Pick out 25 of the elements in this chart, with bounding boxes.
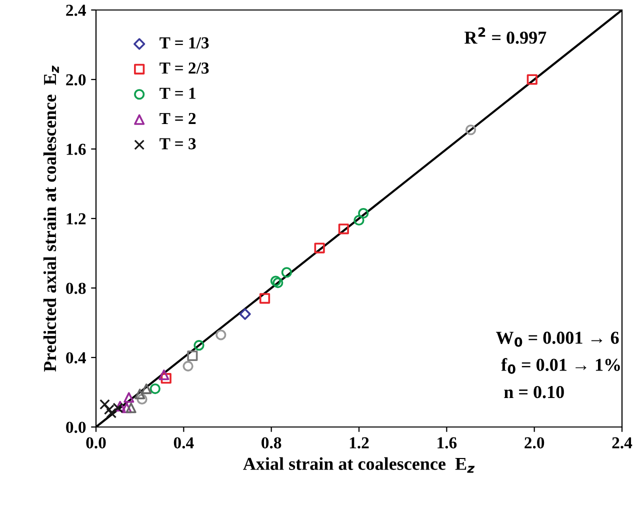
y-tick-label: 2.4 <box>66 4 86 16</box>
x-axis-title: Axial strain at coalescence E$_{z}$ <box>243 457 475 473</box>
x-tick-label: 0.8 <box>262 437 282 449</box>
annotation: n = 0.10 <box>504 386 564 398</box>
x-tick-label: 0.4 <box>174 437 194 449</box>
y-tick-label: 0.4 <box>66 352 86 364</box>
legend-label: T = 1 <box>160 88 196 99</box>
y-tick-label: 1.2 <box>66 213 86 225</box>
x-tick-label: 1.6 <box>438 437 457 449</box>
legend-label: T = 2/3 <box>160 62 209 74</box>
y-tick-label: 0.0 <box>66 422 86 434</box>
y-axis-title: Predicted axial strain at coalescence E$_{z}$ <box>43 66 59 372</box>
y-tick-label: 0.8 <box>66 282 86 294</box>
legend-label: T = 1/3 <box>160 37 209 48</box>
y-tick-label: 2.0 <box>66 74 86 86</box>
annotation: R$^{2}$ = 0.997 <box>464 27 546 44</box>
x-tick-label: 0.0 <box>86 437 106 449</box>
y-tick-label: 1.6 <box>66 144 86 156</box>
annotation: f$_{0}$ = 0.01 → 1% <box>501 358 620 374</box>
x-tick-label: 1.2 <box>350 437 369 449</box>
legend-label: T = 2 <box>160 112 196 124</box>
x-tick-label: 2.0 <box>524 437 544 449</box>
x-tick-label: 2.4 <box>612 437 632 449</box>
legend-label: T = 3 <box>160 138 196 150</box>
annotation: W$_{0}$ = 0.001 → 6 <box>496 332 619 347</box>
